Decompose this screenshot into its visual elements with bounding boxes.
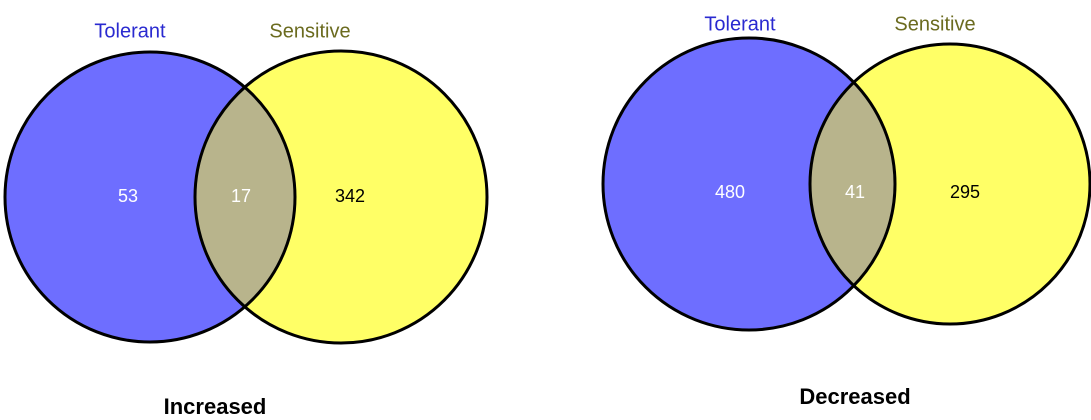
set-circle (603, 38, 895, 330)
set-label: Tolerant (704, 13, 776, 35)
overlap (195, 52, 295, 342)
region-count: 17 (231, 186, 251, 206)
venn-chart: Tolerant Sensitive 53 17 342 Increased (3, 20, 489, 419)
set-label: Sensitive (894, 13, 975, 35)
set-label: Sensitive (269, 20, 350, 42)
venn-chart: Tolerant Sensitive 480 41 295 Decreased (601, 13, 1091, 409)
chart-title: Increased (164, 394, 267, 419)
region-count: 41 (845, 182, 865, 202)
outline (3, 50, 297, 344)
region-count: 53 (118, 186, 138, 206)
outline (193, 49, 489, 345)
region-count: 342 (335, 186, 365, 206)
set-label: Tolerant (94, 20, 166, 42)
set-circle (810, 44, 1090, 324)
region-count: 480 (715, 182, 745, 202)
region-count: 295 (950, 182, 980, 202)
outline (808, 42, 1091, 326)
chart-title: Decreased (799, 384, 910, 409)
outline (601, 36, 897, 332)
